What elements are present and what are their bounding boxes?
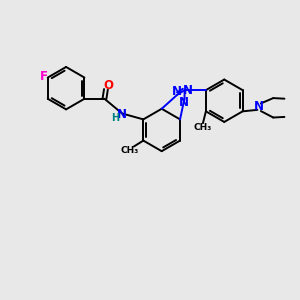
Text: CH₃: CH₃ (121, 146, 139, 154)
Text: CH₃: CH₃ (194, 123, 212, 132)
Text: N: N (179, 96, 189, 109)
Text: N: N (117, 108, 127, 121)
Text: O: O (103, 79, 113, 92)
Text: N: N (172, 85, 182, 98)
Text: N: N (183, 84, 193, 97)
Text: F: F (40, 70, 48, 83)
Text: H: H (111, 113, 119, 123)
Text: N: N (254, 100, 263, 113)
